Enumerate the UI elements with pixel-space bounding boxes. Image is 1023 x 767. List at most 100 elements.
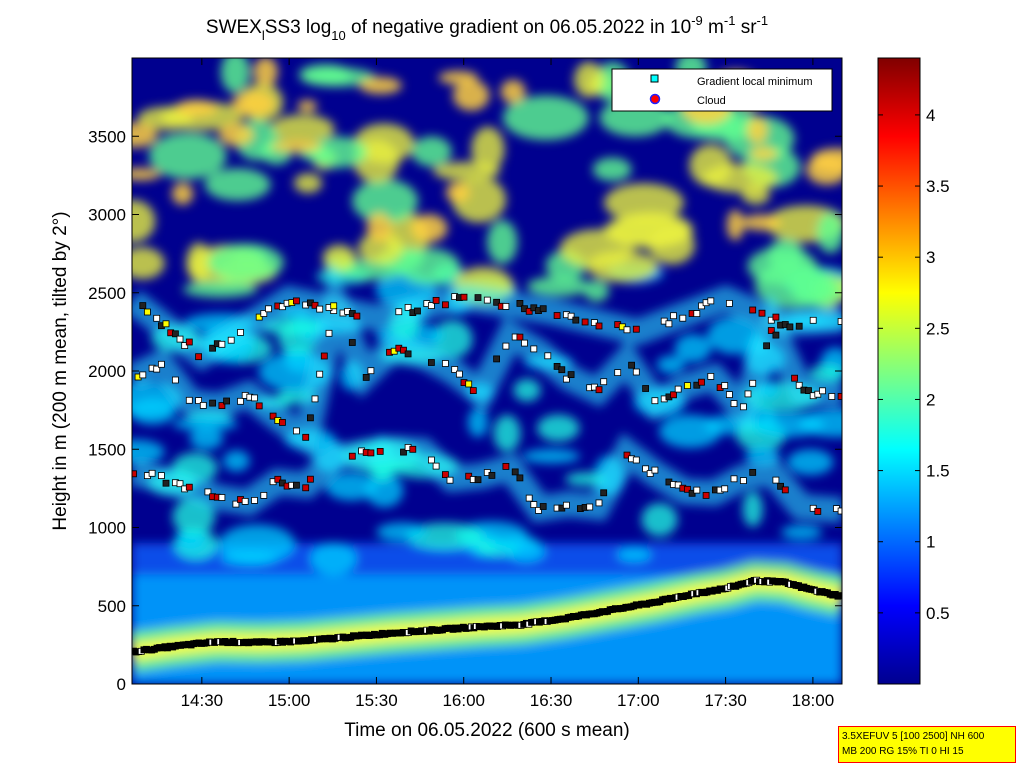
marker-middle-layer — [730, 400, 738, 408]
y-tick-label: 500 — [98, 597, 126, 616]
marker-lower-layer — [721, 485, 729, 493]
marker-lower-layer — [502, 462, 510, 470]
legend: Gradient local minimum Cloud — [611, 68, 833, 112]
marker-middle-layer — [837, 392, 842, 400]
marker-middle-layer — [348, 339, 356, 346]
marker-upper-layer — [693, 310, 701, 318]
marker-middle-layer — [209, 399, 217, 407]
x-axis: 14:30 15:00 15:30 16:00 16:30 17:00 17:30 18:00 — [181, 58, 834, 710]
marker-lower-layer — [488, 471, 496, 479]
marker-middle-layer — [302, 433, 310, 441]
marker-lower-layer — [563, 501, 570, 509]
marker-middle-layer — [185, 396, 193, 404]
marker-middle-layer — [237, 397, 244, 405]
marker-upper-layer — [539, 305, 547, 313]
marker-lower-layer — [651, 466, 659, 474]
marker-middle-layer — [362, 373, 370, 381]
colorbar-tick-label: 0.5 — [926, 604, 950, 623]
marker-lower-layer — [693, 486, 701, 494]
colorbar-tick-label: 1 — [926, 533, 935, 552]
marker-middle-layer — [451, 366, 459, 373]
marker-middle-layer — [744, 390, 752, 398]
marker-upper-layer — [218, 340, 226, 348]
marker-lower-layer — [740, 477, 747, 485]
marker-middle-layer — [544, 352, 552, 360]
marker-lower-layer — [376, 447, 384, 455]
x-tick-label: 15:00 — [268, 691, 311, 710]
marker-lower-layer — [632, 456, 640, 464]
marker-lower-layer — [781, 486, 789, 494]
marker-middle-layer — [614, 369, 622, 377]
marker-upper-layer — [581, 318, 589, 326]
marker-upper-layer — [330, 302, 338, 310]
colorbar-ticks: 0.5 1 1.5 2 2.5 3 3.5 4 — [878, 106, 950, 623]
marker-lower-layer — [530, 501, 538, 509]
marker-upper-layer — [567, 312, 575, 320]
marker-lower-layer — [241, 497, 249, 505]
marker-upper-layer — [176, 335, 184, 343]
marker-upper-layer — [414, 307, 421, 315]
marker-lower-layer — [525, 494, 533, 502]
marker-lower-layer — [204, 488, 212, 496]
marker-lower-layer — [157, 472, 165, 480]
colorbar — [877, 57, 921, 685]
colorbar-tick-label: 2.5 — [926, 319, 950, 338]
settings-info-box: 3.5XEFUV 5 [100 2500] NH 600 MB 200 RG 1… — [838, 726, 1016, 763]
marker-lower-layer — [367, 449, 375, 457]
marker-lower-layer — [302, 484, 310, 492]
marker-middle-layer — [632, 368, 640, 376]
x-tick-label: 16:30 — [530, 691, 573, 710]
marker-boundary-layer — [837, 592, 842, 599]
marker-middle-layer — [707, 372, 715, 380]
x-tick-label: 14:30 — [181, 691, 224, 710]
marker-lower-layer — [232, 500, 240, 508]
marker-upper-layer — [795, 322, 803, 330]
marker-lower-layer — [441, 471, 449, 479]
marker-middle-layer — [763, 342, 770, 350]
marker-upper-layer — [181, 342, 189, 350]
marker-middle-layer — [805, 387, 812, 395]
marker-middle-layer — [218, 402, 226, 410]
marker-upper-layer — [260, 310, 268, 317]
marker-lower-layer — [516, 474, 524, 482]
marker-middle-layer — [595, 386, 603, 394]
marker-middle-layer — [223, 397, 231, 405]
marker-middle-layer — [199, 401, 207, 409]
marker-upper-layer — [395, 308, 403, 316]
marker-middle-layer — [251, 394, 258, 402]
marker-lower-layer — [749, 468, 757, 476]
marker-upper-layer — [278, 303, 286, 311]
marker-upper-layer — [707, 297, 715, 305]
marker-lower-layer — [777, 482, 784, 490]
marker-middle-layer — [521, 339, 528, 347]
marker-lower-layer — [306, 475, 314, 483]
marker-middle-layer — [157, 360, 165, 368]
marker-middle-layer — [516, 333, 524, 341]
marker-middle-layer — [441, 360, 449, 367]
marker-upper-layer — [809, 316, 817, 324]
marker-lower-layer — [642, 465, 649, 473]
y-axis-label: Height in m (200 m mean, tilted by 2°) — [50, 211, 71, 530]
marker-upper-layer — [670, 312, 677, 320]
marker-lower-layer — [623, 451, 631, 459]
marker-middle-layer — [325, 329, 333, 337]
marker-layer — [132, 293, 842, 656]
marker-middle-layer — [814, 390, 822, 398]
marker-lower-layer — [586, 503, 594, 511]
legend-marker-minimum — [650, 74, 659, 83]
marker-lower-layer — [511, 468, 519, 476]
marker-upper-layer — [427, 302, 435, 310]
marker-middle-layer — [563, 375, 570, 383]
marker-upper-layer — [139, 302, 147, 310]
marker-upper-layer — [474, 294, 482, 302]
marker-upper-layer — [679, 314, 687, 322]
marker-lower-layer — [772, 476, 780, 484]
marker-upper-layer — [227, 336, 235, 344]
marker-middle-layer — [726, 391, 733, 399]
plot-area — [132, 58, 842, 684]
marker-upper-layer — [632, 325, 640, 333]
marker-lower-layer — [595, 499, 603, 507]
marker-upper-layer — [311, 301, 319, 309]
legend-label-cloud: Cloud — [697, 95, 726, 107]
colorbar-tick-label: 3 — [926, 248, 935, 267]
